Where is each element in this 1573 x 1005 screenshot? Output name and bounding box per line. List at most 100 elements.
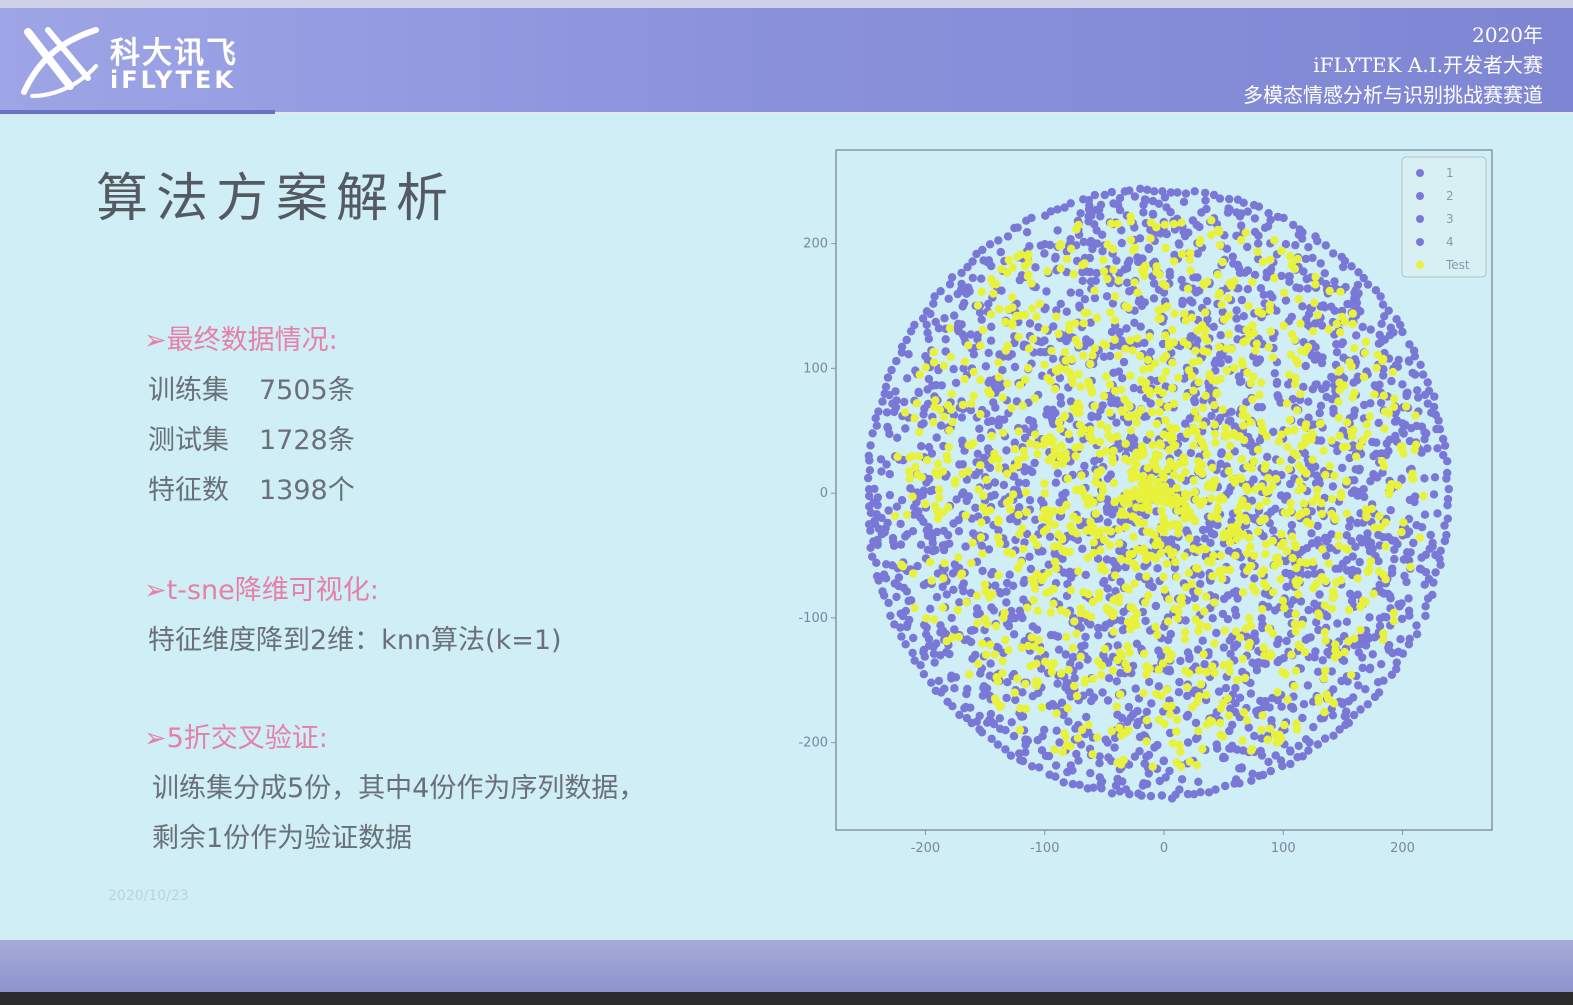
- point-series-1: [1012, 397, 1022, 406]
- point-series-test: [1334, 531, 1343, 541]
- point-series-test: [1200, 607, 1209, 616]
- point-series-test: [1032, 312, 1041, 321]
- point-series-2: [975, 308, 985, 317]
- point-series-test: [939, 412, 949, 421]
- point-series-3: [1256, 746, 1265, 756]
- point-series-test: [1132, 460, 1141, 469]
- point-series-test: [1238, 588, 1248, 597]
- point-series-test: [1057, 441, 1066, 450]
- point-series-3: [934, 324, 944, 333]
- point-series-4: [938, 541, 948, 550]
- point-series-test: [1096, 493, 1105, 502]
- point-series-2: [929, 642, 938, 652]
- point-series-test: [1277, 430, 1286, 439]
- point-series-3: [942, 590, 951, 599]
- point-series-4: [1272, 377, 1282, 387]
- point-series-4: [1379, 589, 1389, 598]
- legend-label-2: 2: [1446, 189, 1454, 203]
- point-series-1: [1198, 636, 1207, 645]
- point-series-test: [1118, 407, 1127, 416]
- point-series-test: [1042, 588, 1051, 597]
- point-series-test: [1087, 388, 1096, 397]
- point-series-test: [978, 325, 988, 335]
- point-series-test: [1133, 288, 1142, 297]
- point-series-4: [1430, 473, 1440, 482]
- point-series-3: [1268, 293, 1277, 302]
- point-series-4: [1078, 276, 1087, 285]
- point-series-test: [1187, 371, 1197, 381]
- point-series-4: [1150, 187, 1159, 196]
- point-series-test: [1084, 525, 1093, 534]
- header-underline: [0, 110, 275, 114]
- point-series-test: [1199, 650, 1208, 659]
- point-series-2: [984, 545, 994, 554]
- point-series-2: [930, 292, 939, 301]
- point-series-4: [1296, 597, 1306, 606]
- point-series-test: [1255, 501, 1264, 511]
- point-series-2: [1347, 262, 1356, 271]
- point-series-test: [1016, 311, 1025, 320]
- point-series-test: [1072, 225, 1081, 234]
- point-series-4: [1217, 448, 1226, 457]
- point-series-2: [927, 678, 936, 687]
- point-series-test: [1077, 725, 1087, 734]
- point-series-2: [944, 294, 953, 303]
- point-series-1: [1186, 448, 1196, 458]
- point-series-test: [1001, 635, 1010, 645]
- point-series-4: [1267, 507, 1276, 516]
- point-series-3: [934, 676, 944, 686]
- point-series-test: [1208, 376, 1217, 385]
- point-series-test: [1080, 308, 1089, 317]
- point-series-1: [1387, 376, 1396, 386]
- point-series-test: [1389, 616, 1399, 626]
- point-series-test: [1116, 554, 1126, 564]
- point-series-1: [954, 527, 964, 536]
- point-series-test: [1133, 609, 1142, 618]
- point-series-4: [1044, 751, 1054, 761]
- point-series-3: [906, 327, 916, 336]
- point-series-test: [1268, 353, 1278, 362]
- iflytek-logo-icon: [21, 27, 99, 98]
- point-series-test: [1379, 635, 1388, 644]
- point-series-3: [977, 728, 987, 737]
- point-series-4: [1358, 322, 1367, 332]
- point-series-2: [1179, 197, 1189, 207]
- point-series-2: [897, 348, 907, 357]
- point-series-2: [1192, 535, 1201, 544]
- point-series-2: [947, 613, 956, 623]
- point-series-test: [1052, 312, 1061, 321]
- point-series-4: [885, 429, 894, 439]
- point-series-test: [934, 485, 944, 494]
- point-series-1: [909, 633, 918, 643]
- point-series-test: [1040, 325, 1050, 334]
- point-series-1: [1022, 529, 1032, 539]
- point-series-test: [1170, 309, 1179, 318]
- point-series-test: [1095, 449, 1105, 458]
- point-series-test: [1123, 664, 1132, 674]
- point-series-test: [1094, 528, 1103, 538]
- point-series-4: [1140, 298, 1149, 307]
- point-series-test: [1014, 510, 1023, 519]
- point-series-test: [1080, 493, 1090, 502]
- point-series-test: [1093, 657, 1103, 666]
- point-series-3: [1289, 220, 1298, 230]
- point-series-4: [1230, 447, 1239, 456]
- point-series-test: [1215, 240, 1225, 250]
- point-series-test: [962, 597, 971, 607]
- point-series-1: [1394, 355, 1403, 365]
- point-series-1: [1354, 648, 1363, 657]
- point-series-4: [1349, 441, 1358, 450]
- point-series-test: [1099, 339, 1108, 349]
- point-series-test: [1189, 441, 1198, 450]
- point-series-4: [1264, 757, 1273, 767]
- point-series-2: [1058, 554, 1067, 563]
- point-series-4: [1368, 544, 1377, 553]
- point-series-test: [1121, 583, 1130, 592]
- point-series-test: [1050, 384, 1060, 394]
- point-series-1: [1102, 292, 1112, 301]
- point-series-test: [1243, 368, 1252, 377]
- point-series-test: [976, 341, 985, 350]
- point-series-test: [1109, 446, 1118, 455]
- point-series-test: [1259, 643, 1268, 652]
- point-series-4: [1099, 578, 1108, 587]
